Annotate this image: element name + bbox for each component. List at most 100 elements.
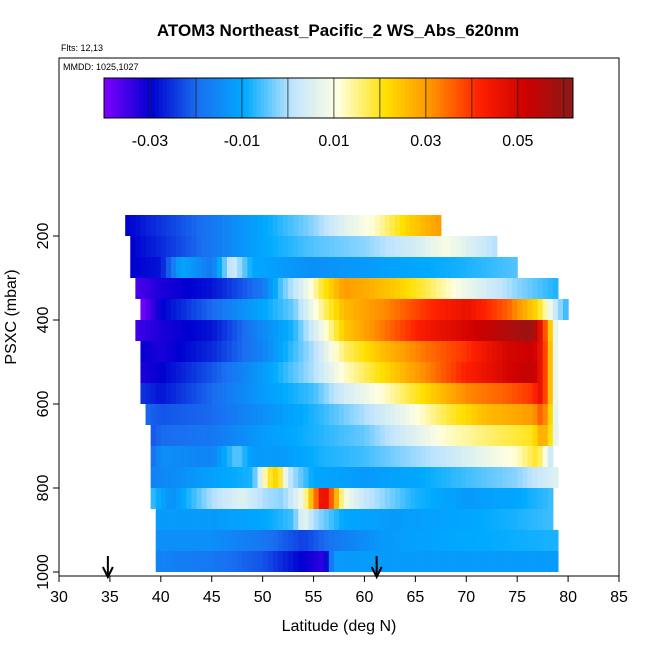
heatmap-cell (339, 362, 345, 383)
heatmap-cell (155, 551, 162, 572)
heatmap-cell (135, 236, 142, 257)
heatmap-cell (328, 362, 335, 383)
heatmap-cell (206, 278, 213, 299)
heatmap-cell (471, 320, 478, 341)
heatmap-cell (374, 299, 381, 320)
heatmap-cell (201, 341, 208, 362)
heatmap-cell (140, 320, 147, 341)
heatmap-cell (155, 278, 162, 299)
heatmap-cell (125, 215, 131, 236)
heatmap-cell (517, 383, 523, 404)
heatmap-cell (384, 362, 391, 383)
colorbar-segment (197, 78, 203, 118)
heatmap-cell (395, 362, 401, 383)
heatmap-cell (237, 446, 243, 467)
heatmap-cell (420, 551, 427, 572)
heatmap-cell (400, 551, 406, 572)
heatmap-cell (395, 488, 401, 509)
heatmap-cell (247, 404, 254, 425)
heatmap-cell (298, 236, 304, 257)
heatmap-cell (160, 446, 167, 467)
heatmap-cell (512, 446, 518, 467)
heatmap-cell (257, 236, 264, 257)
heatmap-cell (476, 509, 483, 530)
heatmap-cell (369, 236, 376, 257)
heatmap-cell (496, 446, 503, 467)
heatmap-cell (135, 320, 142, 341)
heatmap-cell (298, 362, 304, 383)
heatmap-cell (451, 467, 457, 488)
heatmap-cell (227, 257, 233, 278)
heatmap-cell (435, 551, 442, 572)
heatmap-cell (181, 446, 187, 467)
heatmap-cell (288, 257, 294, 278)
heatmap-cell (507, 383, 513, 404)
heatmap-cell (150, 404, 157, 425)
heatmap-cell (557, 299, 564, 320)
heatmap-cell (288, 278, 294, 299)
heatmap-cell (501, 551, 508, 572)
heatmap-cell (313, 530, 320, 551)
heatmap-cell (547, 488, 554, 509)
heatmap-cell (176, 236, 182, 257)
heatmap-cell (288, 299, 294, 320)
heatmap-cell (262, 320, 269, 341)
heatmap-cell (501, 320, 508, 341)
heatmap-cell (435, 236, 442, 257)
heatmap-cell (196, 362, 203, 383)
heatmap-cell (333, 425, 340, 446)
heatmap-cell (140, 278, 147, 299)
heatmap-cell (171, 278, 177, 299)
heatmap-cell (410, 299, 416, 320)
heatmap-cell (288, 488, 294, 509)
heatmap-cell (323, 320, 330, 341)
heatmap-cell (196, 341, 203, 362)
heatmap-cell (339, 278, 345, 299)
heatmap-cell (308, 215, 315, 236)
heatmap-cell (522, 509, 528, 530)
colorbar-segment (522, 78, 527, 118)
heatmap-cell (237, 509, 243, 530)
heatmap-cell (196, 530, 203, 551)
heatmap-cell (181, 215, 187, 236)
heatmap-cell (257, 488, 264, 509)
heatmap-cell (333, 341, 340, 362)
colorbar-segment (315, 78, 320, 118)
heatmap-cell (379, 299, 386, 320)
heatmap-cell (303, 488, 310, 509)
heatmap-cell (191, 341, 198, 362)
heatmap-cell (171, 404, 177, 425)
heatmap-cell (552, 341, 559, 362)
heatmap-cell (283, 509, 289, 530)
heatmap-cell (471, 278, 478, 299)
heatmap-cell (395, 236, 401, 257)
heatmap-cell (476, 341, 483, 362)
heatmap-cell (145, 320, 152, 341)
heatmap-cell (496, 509, 503, 530)
heatmap-cell (227, 509, 233, 530)
colorbar-segment (135, 78, 140, 118)
heatmap-cell (130, 236, 136, 257)
colorbar-segment (541, 78, 547, 118)
colorbar-segment (350, 78, 355, 118)
heatmap-cell (430, 341, 437, 362)
heatmap-cell (344, 446, 350, 467)
x-tick-label: 60 (356, 589, 374, 606)
heatmap-cell (160, 467, 167, 488)
heatmap-cell (216, 383, 223, 404)
colorbar-segment (404, 78, 410, 118)
colorbar-segment (569, 78, 574, 118)
heatmap-cell (216, 530, 223, 551)
heatmap-cell (537, 320, 544, 341)
heatmap-cell (186, 404, 192, 425)
heatmap-cell (552, 467, 559, 488)
heatmap-cell (344, 299, 350, 320)
heatmap-cell (328, 236, 335, 257)
heatmap-cell (486, 446, 493, 467)
heatmap-cell (247, 509, 254, 530)
heatmap-cell (491, 404, 498, 425)
heatmap-cell (425, 551, 432, 572)
heatmap-cell (181, 488, 187, 509)
heatmap-cell (461, 278, 467, 299)
heatmap-cell (415, 488, 422, 509)
